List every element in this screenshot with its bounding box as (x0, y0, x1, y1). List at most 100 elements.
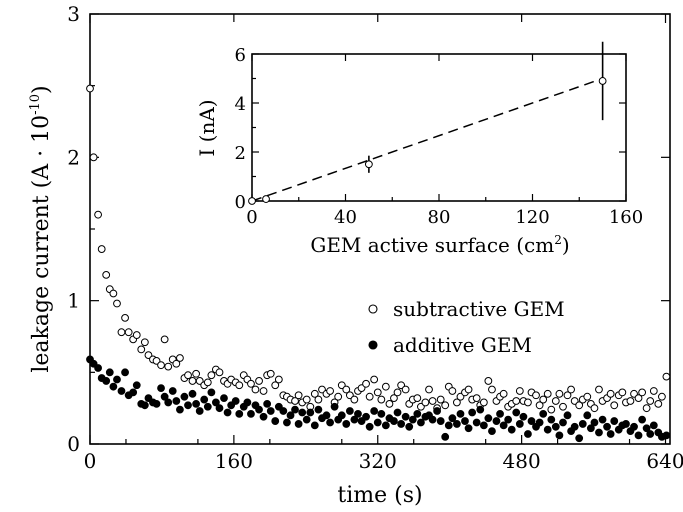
subtractive-data-point (472, 394, 481, 403)
additive-data-point (642, 424, 651, 433)
additive-data-point (157, 384, 165, 393)
main-x-tick-label: 0 (84, 449, 97, 473)
subtractive-data-point (377, 395, 386, 404)
additive-data-point (330, 402, 339, 411)
subtractive-data-point (259, 387, 268, 395)
main-y-tick-label: 1 (67, 289, 80, 313)
additive-data-point (113, 375, 121, 384)
subtractive-data-point (89, 153, 98, 162)
main-x-tick-label: 480 (503, 449, 541, 473)
additive-data-point (413, 410, 422, 418)
additive-data-point (326, 418, 334, 427)
inset-data-series (248, 41, 607, 205)
subtractive-data-point (595, 385, 603, 394)
subtractive-data-point (97, 245, 106, 253)
subtractive-data-point (583, 392, 592, 401)
subtractive-data-point (121, 313, 129, 322)
additive-data-point (646, 430, 655, 438)
subtractive-data-point (94, 210, 102, 219)
additive-data-point (405, 422, 414, 431)
subtractive-data-point (342, 385, 351, 394)
additive-data-point (441, 432, 450, 441)
additive-data-point (354, 410, 362, 418)
additive-data-point (397, 420, 406, 428)
subtractive-data-point (132, 331, 141, 339)
main-y-tick-label: 2 (67, 145, 80, 169)
subtractive-data-point (291, 397, 299, 405)
inset-x-tick-label: 0 (246, 207, 257, 228)
subtractive-data-point (634, 394, 643, 403)
subtractive-data-point (535, 401, 544, 410)
main-x-tick-label: 160 (215, 449, 253, 473)
additive-data-point (393, 408, 402, 417)
inset-data-point (598, 77, 607, 85)
inset-data-point (364, 160, 373, 169)
subtractive-data-point (164, 362, 173, 371)
additive-data-point (551, 422, 560, 431)
additive-data-point (428, 415, 437, 424)
additive-data-point (121, 368, 129, 377)
subtractive-data-point (610, 401, 619, 410)
additive-data-point (362, 412, 370, 421)
subtractive-data-point (626, 397, 635, 405)
additive-data-point (603, 422, 611, 431)
additive-data-point (263, 399, 272, 408)
additive-data-point (468, 408, 477, 417)
subtractive-data-point (567, 385, 575, 394)
subtractive-data-point (425, 385, 433, 394)
additive-data-point (259, 412, 268, 421)
additive-data-point (117, 387, 126, 395)
additive-data-point (286, 411, 295, 420)
additive-data-point (310, 421, 319, 430)
subtractive-data-point (551, 397, 560, 405)
main-x-ticks: 0 160 320 480 640 (84, 14, 683, 473)
additive-data-point (390, 417, 398, 425)
additive-data-point (279, 407, 288, 415)
subtractive-data-point (255, 377, 263, 385)
main-y-tick-label: 3 (67, 2, 80, 26)
main-legend: subtractive GEM additive GEM (368, 297, 565, 357)
additive-data-point (606, 430, 615, 438)
additive-data-point (365, 422, 374, 431)
subtractive-data-point (215, 368, 224, 377)
subtractive-data-point (559, 402, 567, 411)
additive-data-point (535, 418, 544, 427)
inset-x-axis-label-text: GEM active surface (cm (310, 233, 554, 257)
subtractive-data-point (385, 399, 394, 408)
additive-data-point (266, 407, 275, 415)
subtractive-data-point (117, 328, 126, 337)
subtractive-data-point (401, 385, 410, 394)
subtractive-data-point (590, 404, 599, 413)
legend-marker-subtractive (368, 304, 378, 314)
additive-data-point (559, 418, 567, 427)
subtractive-data-point (137, 345, 146, 354)
additive-data-point (215, 404, 224, 413)
additive-data-point (472, 418, 481, 427)
additive-data-point (461, 417, 469, 425)
additive-data-point (496, 410, 504, 418)
additive-data-point (168, 387, 177, 395)
additive-data-point (401, 412, 410, 421)
inset-x-axis-label-close: ) (562, 233, 570, 257)
additive-data-point (203, 402, 212, 411)
subtractive-data-point (452, 398, 461, 407)
subtractive-data-point (314, 395, 323, 404)
additive-data-point (102, 377, 111, 385)
subtractive-data-point (334, 392, 343, 401)
subtractive-data-point (547, 405, 556, 414)
additive-data-point (476, 405, 485, 414)
inset-x-axis-label-exponent: 2 (554, 233, 562, 247)
additive-data-point (524, 430, 532, 438)
subtractive-data-point (203, 378, 212, 387)
additive-data-point (283, 418, 291, 427)
subtractive-data-point (251, 385, 260, 394)
main-y-axis-label-text: leakage current (A · 10 (29, 115, 54, 373)
subtractive-data-point (642, 404, 651, 413)
subtractive-data-point (302, 395, 311, 404)
inset-x-axis-label: GEM active surface (cm2) (310, 233, 569, 257)
additive-data-point (515, 420, 524, 428)
subtractive-data-point (428, 397, 437, 405)
subtractive-data-point (140, 338, 149, 347)
additive-data-point (94, 364, 102, 372)
